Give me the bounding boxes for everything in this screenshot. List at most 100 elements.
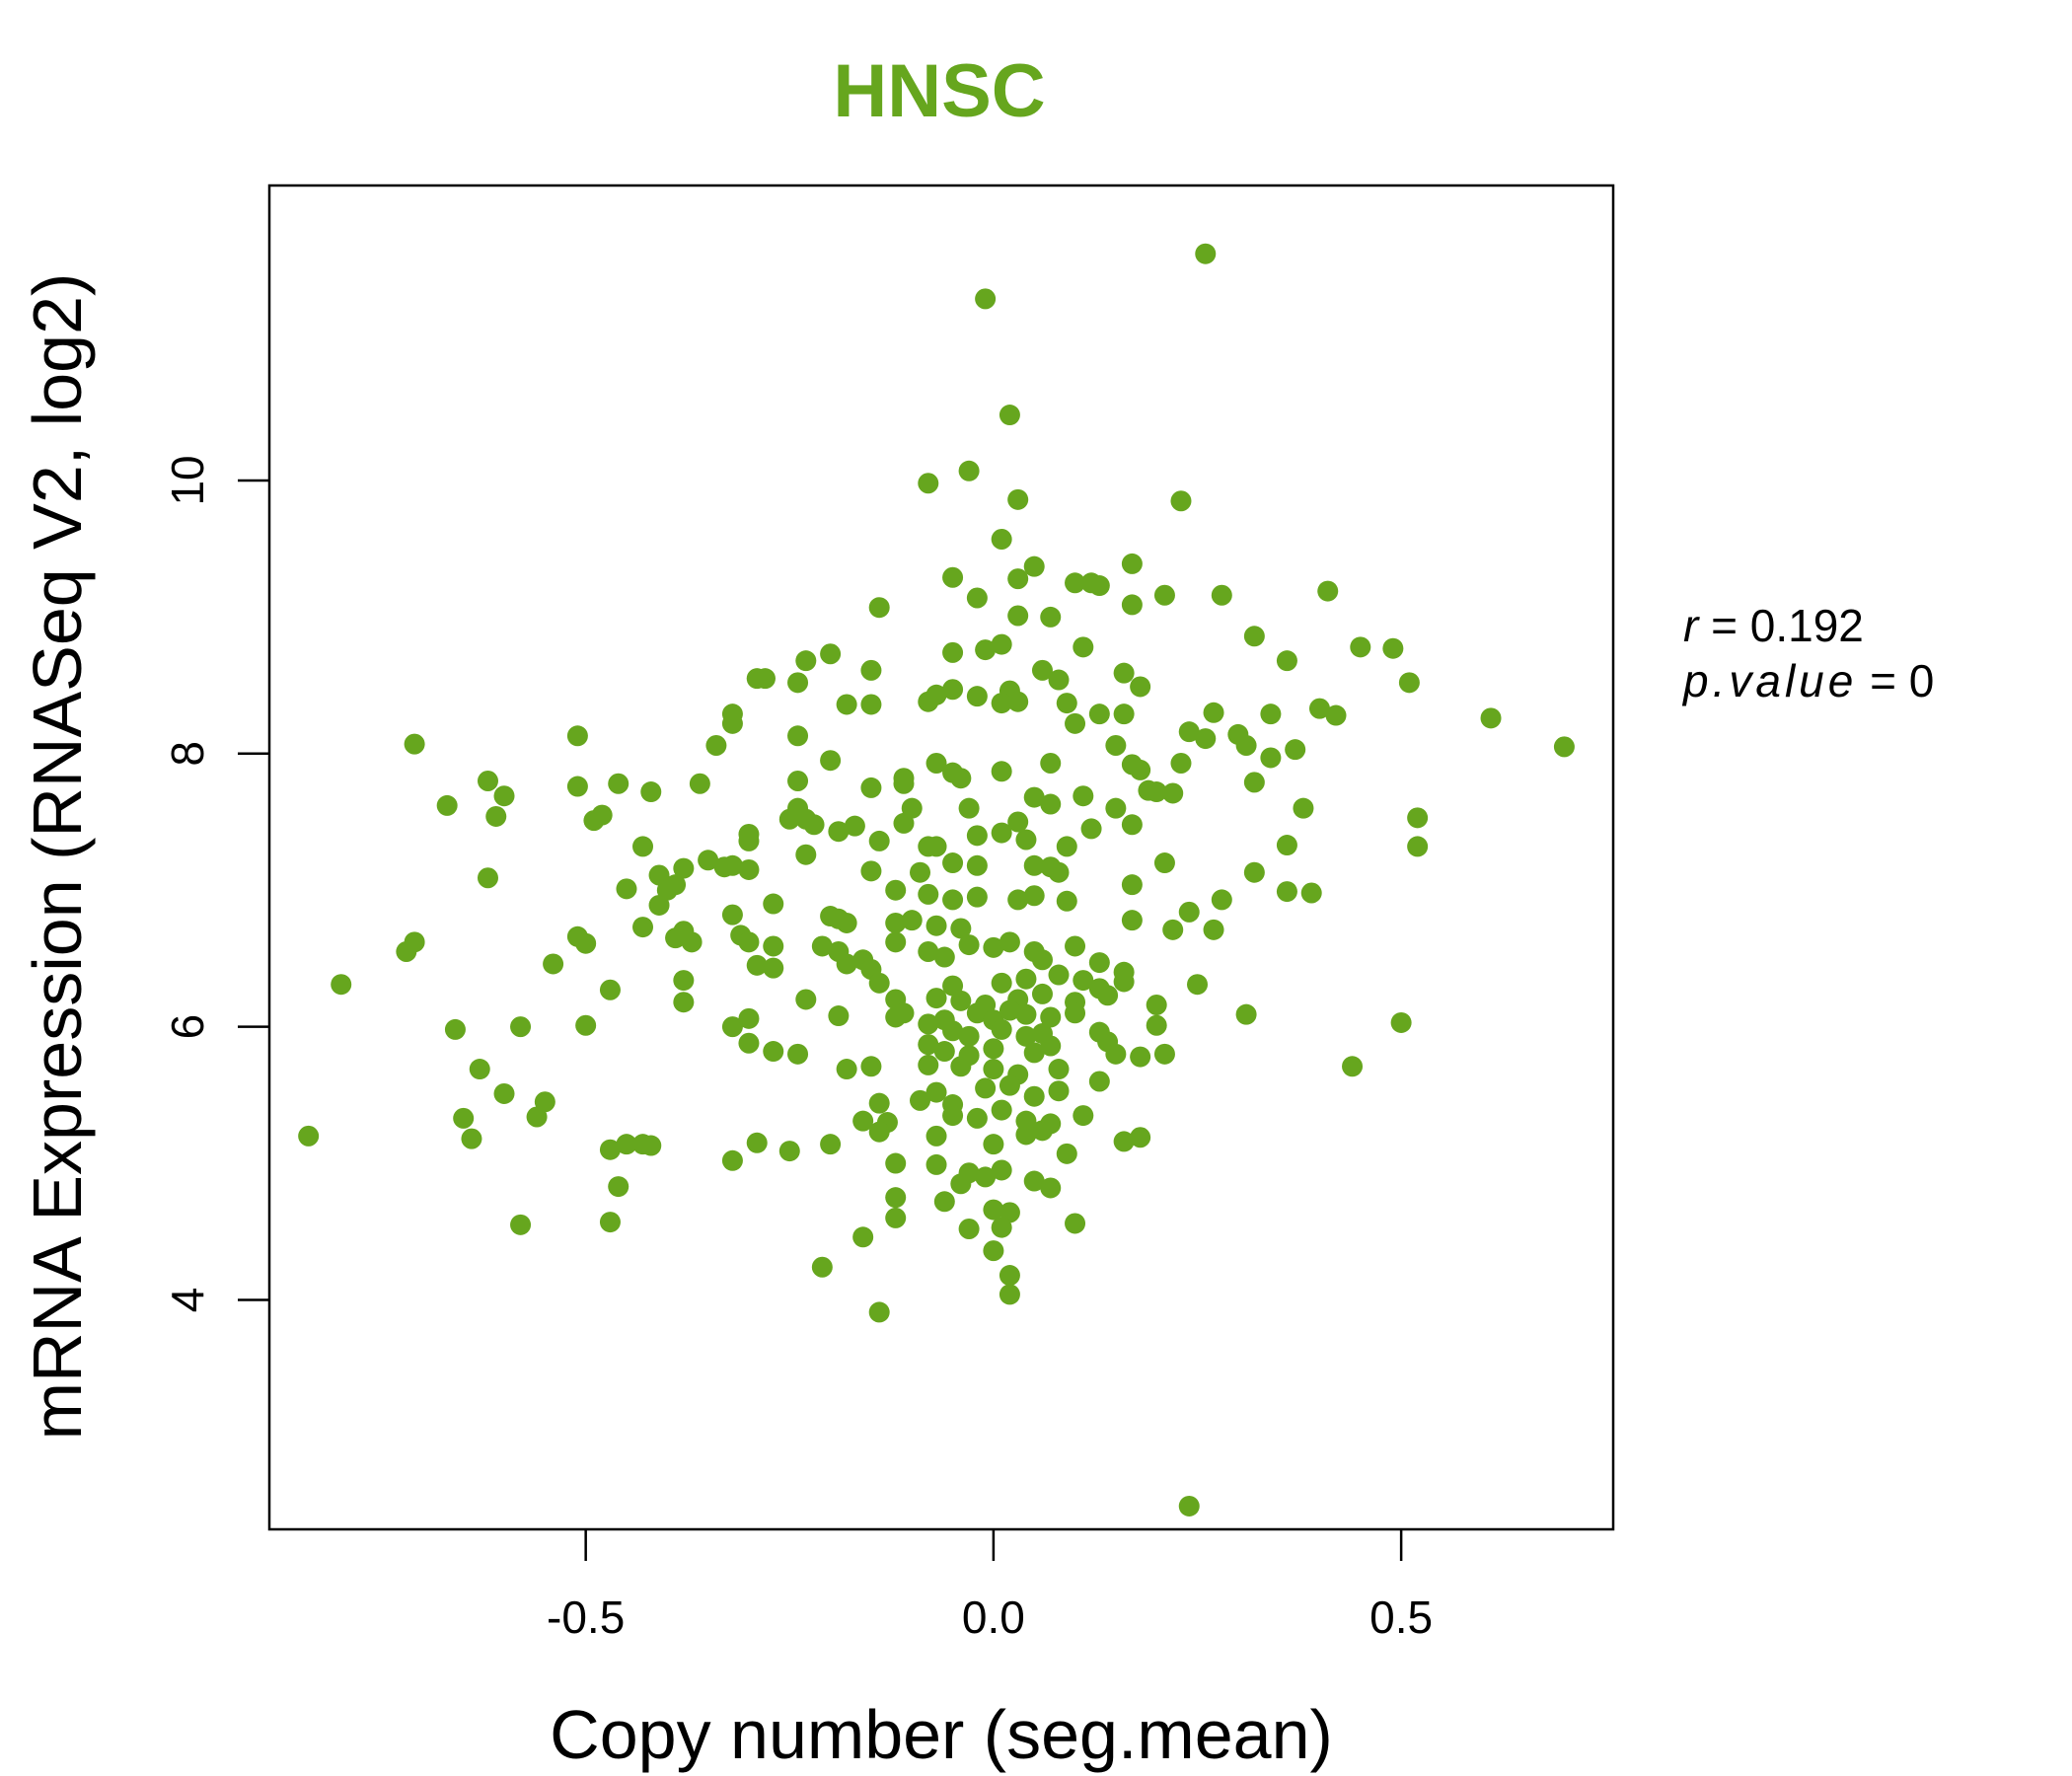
y-tick-label: 8 xyxy=(162,741,213,767)
y-tick-label: 6 xyxy=(162,1014,213,1040)
data-point xyxy=(942,641,964,663)
data-point xyxy=(983,1240,1004,1262)
data-point xyxy=(966,825,988,847)
x-tick-label: 0.0 xyxy=(962,1591,1025,1643)
data-point xyxy=(787,1043,809,1065)
data-point xyxy=(852,1226,874,1248)
data-point xyxy=(925,915,947,936)
data-point xyxy=(698,850,719,871)
data-point xyxy=(746,1132,768,1153)
data-point xyxy=(983,1059,1004,1080)
data-point xyxy=(918,691,939,712)
data-point xyxy=(1056,836,1077,857)
data-point xyxy=(885,1187,907,1209)
data-point xyxy=(1260,747,1282,769)
data-point xyxy=(925,988,947,1009)
data-point xyxy=(1121,814,1143,836)
data-point xyxy=(1553,736,1575,758)
r-label: r xyxy=(1683,600,1700,651)
data-point xyxy=(1040,1006,1062,1028)
data-point xyxy=(1317,580,1339,602)
data-point xyxy=(950,990,972,1011)
data-point xyxy=(942,566,964,588)
data-point xyxy=(983,1038,1004,1060)
data-point xyxy=(436,794,458,816)
data-point xyxy=(1113,703,1135,725)
data-point xyxy=(820,643,842,665)
data-point xyxy=(608,1176,629,1198)
data-point xyxy=(298,1125,320,1147)
data-point xyxy=(910,861,931,883)
data-point xyxy=(566,725,588,747)
data-point xyxy=(1342,1056,1364,1077)
data-point xyxy=(836,912,857,933)
data-point xyxy=(575,1014,597,1036)
data-point xyxy=(918,941,939,963)
data-point xyxy=(852,1110,874,1132)
data-point xyxy=(1007,568,1029,590)
data-point xyxy=(999,1265,1020,1287)
data-point xyxy=(925,1153,947,1175)
data-point xyxy=(1113,1131,1135,1152)
data-point xyxy=(901,910,923,931)
data-point xyxy=(738,858,760,880)
data-point xyxy=(860,1056,882,1077)
data-point xyxy=(1023,1170,1045,1192)
data-point xyxy=(721,904,743,925)
data-point xyxy=(1073,636,1094,658)
data-point xyxy=(787,725,809,747)
data-point xyxy=(991,972,1012,994)
data-point xyxy=(1007,605,1029,627)
data-point xyxy=(885,1207,907,1228)
data-point xyxy=(999,1074,1020,1096)
data-point xyxy=(721,1016,743,1038)
data-point xyxy=(1015,1003,1037,1025)
r-statistic: r = 0.192 xyxy=(1683,600,1864,651)
data-point xyxy=(958,797,980,819)
data-point xyxy=(1105,1043,1127,1065)
data-point xyxy=(469,1059,490,1080)
data-point xyxy=(991,693,1012,714)
data-point xyxy=(1007,811,1029,833)
data-point xyxy=(958,460,980,481)
data-point xyxy=(925,1125,947,1147)
data-point xyxy=(1048,861,1070,883)
data-point xyxy=(1113,662,1135,684)
data-point xyxy=(991,761,1012,782)
data-point xyxy=(1170,490,1192,512)
data-point xyxy=(1260,703,1282,725)
data-point xyxy=(673,857,695,879)
data-point xyxy=(1031,1120,1053,1142)
data-point xyxy=(444,1018,466,1040)
data-point xyxy=(1065,572,1086,594)
data-point xyxy=(1121,553,1143,574)
data-point xyxy=(1007,691,1029,712)
data-point xyxy=(991,1018,1012,1040)
data-point xyxy=(787,770,809,791)
data-point xyxy=(1130,676,1151,698)
data-point xyxy=(477,770,498,791)
data-point xyxy=(966,886,988,908)
data-point xyxy=(1073,1105,1094,1127)
data-point xyxy=(510,1214,532,1235)
data-point xyxy=(820,1134,842,1155)
data-point xyxy=(1023,555,1045,577)
data-point xyxy=(575,932,597,954)
data-point xyxy=(1023,1042,1045,1064)
data-point xyxy=(860,860,882,882)
data-point xyxy=(1048,1059,1070,1080)
data-point xyxy=(1170,752,1192,774)
plot-frame xyxy=(267,184,1615,1531)
data-point xyxy=(918,1013,939,1035)
data-point xyxy=(1040,1035,1062,1057)
data-point xyxy=(1023,854,1045,876)
data-point xyxy=(738,1007,760,1029)
data-point xyxy=(966,686,988,707)
data-point xyxy=(910,1089,931,1111)
data-point xyxy=(1211,584,1232,606)
data-point xyxy=(803,814,825,836)
data-point xyxy=(860,777,882,798)
data-point xyxy=(493,1082,515,1104)
data-point xyxy=(828,821,850,843)
data-point xyxy=(966,587,988,609)
